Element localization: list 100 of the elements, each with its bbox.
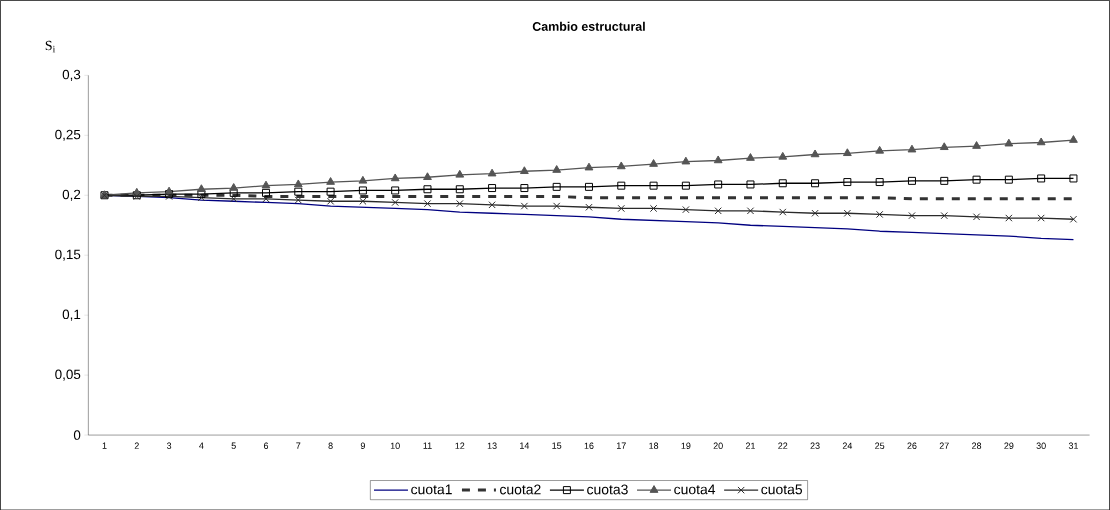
y-tick-label: 0,2: [62, 189, 81, 201]
point: [456, 199, 464, 208]
point: [488, 200, 496, 209]
point: [714, 206, 722, 215]
x-tick-label: 7: [296, 442, 301, 449]
point: [423, 185, 432, 194]
x-tick-label: 19: [681, 442, 691, 449]
x-tick-label: 26: [907, 442, 917, 449]
point: [230, 194, 238, 203]
x-tick-label: 9: [360, 442, 365, 449]
x-tick-label: 21: [745, 442, 756, 449]
point: [487, 168, 497, 177]
point: [391, 186, 400, 195]
point: [649, 181, 658, 190]
point: [811, 179, 820, 188]
point: [423, 172, 432, 180]
point: [908, 211, 916, 220]
point: [358, 186, 367, 195]
point: [229, 188, 238, 197]
point: [1069, 215, 1078, 223]
x-tick-label: 11: [423, 442, 432, 449]
point: [1069, 134, 1078, 143]
point: [907, 144, 917, 153]
point: [939, 142, 949, 150]
x-tick-label: 28: [972, 442, 982, 449]
point: [778, 179, 787, 188]
x-tick-label: 24: [842, 442, 853, 449]
x-tick-label: 20: [713, 442, 723, 449]
legend-label: cuota1: [411, 484, 452, 495]
point: [875, 145, 885, 154]
point: [779, 208, 787, 216]
point: [294, 187, 303, 196]
point: [972, 212, 981, 221]
point: [229, 182, 239, 191]
x-tick-label: 15: [552, 442, 562, 449]
x-tick-label: 17: [616, 442, 626, 449]
point: [520, 202, 529, 210]
x-tick-label: 4: [199, 442, 204, 449]
point: [261, 180, 271, 189]
point: [617, 204, 625, 212]
point: [1005, 214, 1013, 222]
point: [197, 193, 206, 202]
x-tick-label: 8: [328, 442, 333, 449]
point: [713, 155, 723, 164]
x-tick-label: 13: [487, 442, 497, 449]
point: [261, 188, 270, 197]
point: [391, 198, 399, 206]
point: [520, 183, 529, 192]
point: [1037, 174, 1046, 183]
point: [746, 180, 755, 189]
point: [649, 204, 658, 212]
point: [842, 148, 852, 156]
point: [940, 211, 948, 220]
x-tick-label: 30: [1036, 442, 1046, 449]
point: [390, 173, 400, 182]
y-tick-label: 0,25: [55, 129, 81, 141]
point: [1036, 137, 1046, 146]
y-tick-label: 0,3: [62, 69, 81, 81]
point: [778, 151, 788, 160]
legend-label: cuota4: [674, 484, 716, 495]
point: [488, 183, 497, 192]
point: [359, 197, 367, 205]
x-tick-label: 14: [520, 442, 530, 449]
point: [1037, 214, 1045, 222]
x-tick-label: 31: [1068, 442, 1078, 449]
y-tick-label: 0,1: [62, 309, 81, 321]
point: [584, 162, 594, 171]
point: [1004, 175, 1013, 184]
point: [293, 179, 303, 188]
point: [681, 181, 690, 190]
x-tick-label: 10: [390, 442, 400, 449]
point: [326, 176, 335, 185]
x-tick-label: 18: [649, 442, 659, 449]
x-tick-label: 1: [102, 442, 107, 449]
point: [649, 158, 658, 167]
point: [746, 206, 755, 215]
point: [681, 156, 691, 165]
x-tick-label: 27: [939, 442, 949, 449]
chart-title: Cambio estructural: [532, 21, 645, 31]
point: [1069, 174, 1078, 183]
point: [811, 209, 819, 217]
point: [810, 149, 820, 158]
x-tick-label: 6: [263, 442, 269, 449]
point: [552, 164, 562, 173]
x-tick-label: 29: [1004, 442, 1014, 449]
point: [616, 161, 626, 170]
point: [262, 194, 270, 203]
point: [552, 182, 561, 191]
x-tick-label: 12: [455, 442, 465, 449]
x-tick-label: 2: [134, 442, 139, 449]
legend-label: cuota5: [761, 484, 803, 495]
point: [358, 175, 368, 184]
point: [714, 180, 723, 189]
point: [972, 175, 981, 184]
point: [907, 176, 916, 185]
x-tick-label: 23: [810, 442, 820, 449]
y-tick-label: 0: [73, 430, 81, 440]
point: [553, 202, 561, 210]
point: [585, 203, 593, 211]
y-tick-label: 0,15: [55, 249, 81, 261]
